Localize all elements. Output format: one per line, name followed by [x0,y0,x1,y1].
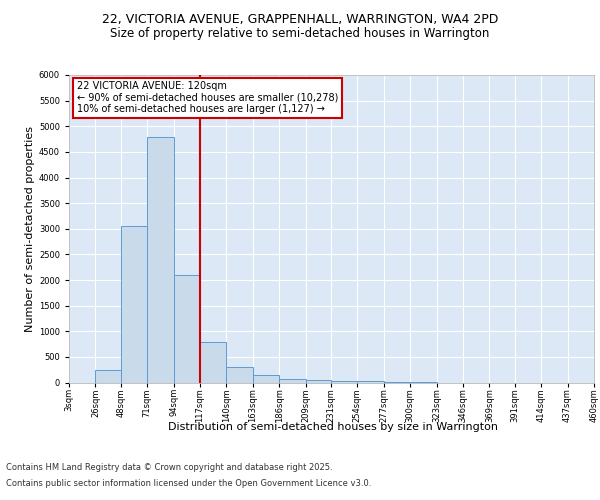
Bar [147,136,173,382]
Text: 22 VICTORIA AVENUE: 120sqm
← 90% of semi-detached houses are smaller (10,278)
10: 22 VICTORIA AVENUE: 120sqm ← 90% of semi… [77,81,338,114]
Bar [173,275,200,382]
Bar [226,367,253,382]
Text: 22, VICTORIA AVENUE, GRAPPENHALL, WARRINGTON, WA4 2PD: 22, VICTORIA AVENUE, GRAPPENHALL, WARRIN… [102,12,498,26]
Bar [253,375,279,382]
Bar [200,342,226,382]
Text: Contains public sector information licensed under the Open Government Licence v3: Contains public sector information licen… [6,478,371,488]
Bar [305,380,331,382]
Bar [279,378,305,382]
Y-axis label: Number of semi-detached properties: Number of semi-detached properties [25,126,35,332]
Text: Contains HM Land Registry data © Crown copyright and database right 2025.: Contains HM Land Registry data © Crown c… [6,464,332,472]
Bar [95,370,121,382]
Text: Distribution of semi-detached houses by size in Warrington: Distribution of semi-detached houses by … [168,422,498,432]
Bar [121,226,147,382]
Bar [331,381,358,382]
Text: Size of property relative to semi-detached houses in Warrington: Size of property relative to semi-detach… [110,28,490,40]
